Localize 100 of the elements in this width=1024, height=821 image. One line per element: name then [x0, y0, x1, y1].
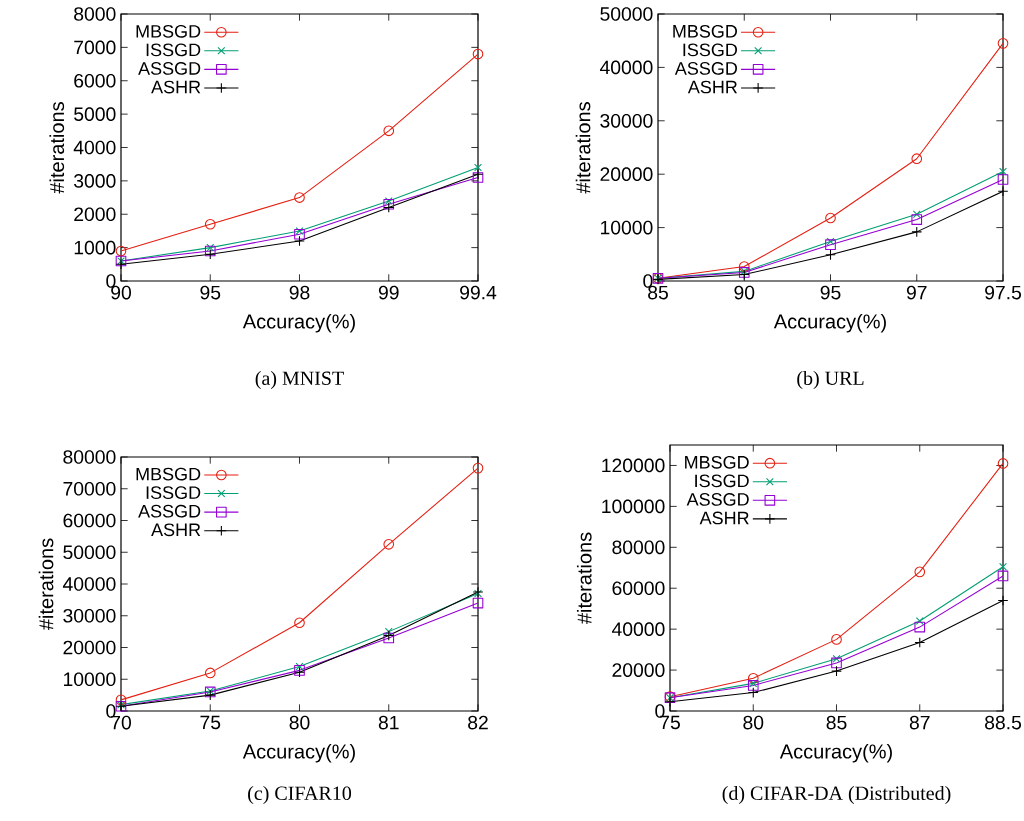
- point: [294, 192, 305, 203]
- y-tick-label: 1000: [74, 240, 116, 255]
- y-tick-label: 30000: [63, 608, 116, 623]
- y-tick-label: 60000: [63, 513, 116, 528]
- y-axis-title: #iterations: [575, 102, 591, 194]
- x-tick-label: 99: [378, 285, 399, 300]
- y-tick-label: 100000: [602, 499, 665, 514]
- point: [831, 665, 842, 677]
- point: [384, 627, 393, 636]
- point: [999, 562, 1007, 571]
- y-tick-label: 120000: [602, 458, 665, 473]
- x-tick-label: 97: [906, 285, 927, 300]
- point: [472, 597, 484, 609]
- legend-label: ASSGD: [138, 504, 201, 518]
- point: [831, 634, 842, 645]
- text: (b) URL: [797, 370, 864, 390]
- point: [383, 198, 395, 210]
- point: [472, 48, 484, 60]
- y-tick-label: 8000: [74, 7, 116, 21]
- point: [914, 566, 926, 578]
- point: [383, 202, 395, 213]
- point: [825, 212, 836, 224]
- point: [295, 662, 304, 671]
- point: [914, 621, 926, 633]
- point: [295, 227, 304, 235]
- text: (d) CIFAR-DA (Distributed): [722, 785, 951, 805]
- y-tick-label: 40000: [599, 60, 653, 75]
- point: [997, 174, 1009, 185]
- x-axis-title: Accuracy(%): [242, 743, 355, 763]
- y-tick-label: 70000: [63, 481, 116, 496]
- x-tick-label: 80: [743, 715, 764, 730]
- x-axis-title: Accuracy(%): [779, 743, 892, 763]
- legend-label: ISSGD: [146, 43, 201, 57]
- legend-label: ASSGD: [674, 62, 737, 75]
- y-tick-label: 20000: [63, 640, 116, 655]
- y-axis-title: #iterations: [576, 532, 592, 625]
- legend-label: ISSGD: [146, 486, 201, 499]
- point: [997, 570, 1009, 582]
- y-tick-label: 30000: [600, 113, 653, 128]
- point: [204, 218, 216, 230]
- point: [997, 38, 1009, 49]
- text: (c) CIFAR10: [248, 785, 352, 805]
- point: [914, 637, 926, 648]
- point: [826, 237, 835, 246]
- x-tick-label: 98: [289, 285, 310, 300]
- y-tick-label: 40000: [611, 622, 665, 636]
- point: [664, 696, 676, 708]
- point: [831, 657, 842, 669]
- point: [825, 239, 836, 251]
- y-axis-title: #iterations: [38, 538, 54, 631]
- point: [747, 687, 759, 698]
- point: [999, 167, 1007, 176]
- x-tick-label: 82: [468, 715, 488, 730]
- y-tick-label: 5000: [74, 107, 116, 121]
- y-tick-label: 20000: [600, 167, 653, 182]
- point: [294, 228, 305, 240]
- legend-label: ISSGD: [695, 474, 749, 488]
- point: [738, 261, 750, 272]
- y-tick-label: 7000: [74, 40, 116, 55]
- y-tick-label: 20000: [612, 663, 665, 677]
- legend-label: ASSGD: [686, 493, 749, 506]
- point: [825, 249, 836, 261]
- point: [472, 168, 484, 180]
- y-tick-label: 50000: [600, 7, 653, 21]
- point: [472, 172, 484, 183]
- point: [997, 458, 1009, 469]
- x-axis-title: Accuracy(%): [242, 313, 355, 333]
- x-tick-label: 85: [826, 715, 847, 730]
- legend-label: ASSGD: [138, 62, 201, 75]
- point: [204, 667, 216, 679]
- x-tick-label: 90: [734, 285, 755, 300]
- point: [294, 617, 305, 629]
- point: [832, 654, 841, 663]
- point: [383, 125, 395, 137]
- point: [474, 163, 482, 172]
- y-tick-label: 80000: [612, 540, 665, 555]
- point: [472, 462, 484, 474]
- point: [206, 243, 215, 252]
- y-tick-label: 6000: [74, 73, 116, 88]
- y-tick-label: 80000: [63, 450, 116, 464]
- legend-label: MBSGD: [685, 455, 749, 469]
- y-tick-label: 10000: [601, 220, 653, 235]
- point: [911, 153, 923, 165]
- text: (a) MNIST: [255, 370, 344, 390]
- point: [915, 617, 924, 625]
- point: [115, 245, 127, 257]
- legend-label: MBSGD: [673, 24, 737, 38]
- point: [384, 196, 393, 205]
- point: [383, 538, 395, 550]
- legend-label: ASHR: [699, 511, 749, 525]
- point: [747, 672, 759, 684]
- legend-label: ASHR: [151, 523, 201, 537]
- point: [911, 214, 923, 225]
- x-tick-label: 75: [200, 715, 221, 730]
- y-axis-title: #iterations: [49, 102, 65, 194]
- legend-label: MBSGD: [136, 467, 201, 481]
- point: [912, 210, 921, 219]
- x-tick-label: 87: [909, 715, 930, 730]
- y-tick-label: 40000: [62, 577, 116, 591]
- y-tick-label: 2000: [74, 207, 116, 222]
